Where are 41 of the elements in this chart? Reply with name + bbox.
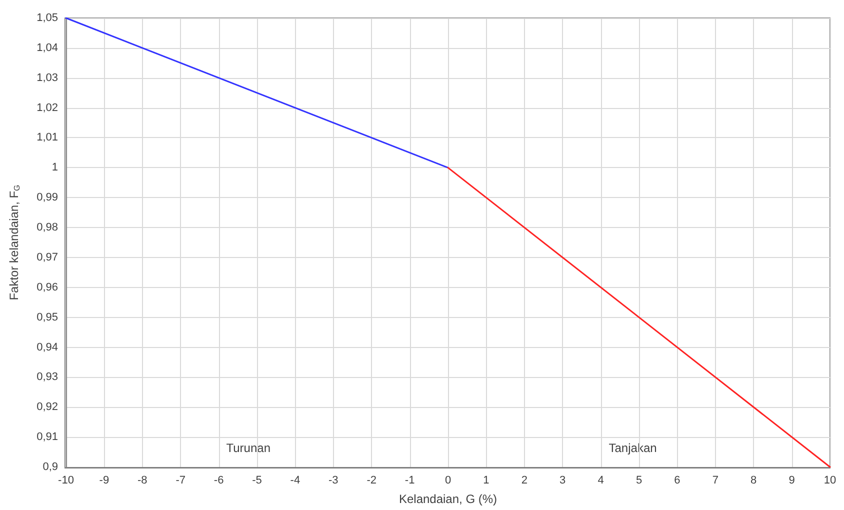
y-tick-label: 0,95 [36,311,58,324]
x-tick-label: 10 [824,474,836,486]
x-tick-label: 3 [560,474,566,486]
annotation: Turunan [226,441,270,455]
x-tick-label: 5 [636,474,642,486]
y-tick-label: 1,04 [36,42,58,54]
x-tick-label: -2 [366,474,376,486]
x-tick-label: -5 [252,474,262,486]
y-tick-label: 0,97 [36,251,58,264]
x-tick-label: -9 [99,474,110,486]
y-tick-label: 0,91 [36,431,58,444]
y-tick-label: 0,94 [36,341,58,354]
y-tick-label: 1,01 [36,132,58,144]
x-axis-title: Kelandaian, G (%) [398,492,498,506]
y-tick-label: 0,96 [36,281,58,294]
x-tick-label: -1 [404,474,415,486]
x-tick-label: -4 [290,474,300,486]
x-tick-label: 6 [674,474,680,486]
annotation: Tanjakan [608,441,657,455]
y-tick-label: 0,99 [36,192,58,204]
x-tick-label: -8 [138,474,148,486]
x-tick-label: 1 [483,474,490,486]
y-tick-label: 1 [52,162,58,174]
y-axis-title: Faktor kelandaian, FG [7,184,22,300]
y-tick-label: 0,98 [36,222,58,234]
y-tick-label: 1,03 [36,72,58,84]
x-tick-label: -6 [214,474,224,486]
y-tick-label: 0,9 [42,461,58,473]
x-tick-label: 2 [521,474,528,486]
x-tick-label: 9 [788,474,795,486]
x-tick-label: 8 [750,474,757,486]
y-tick-label: 0,93 [36,371,58,384]
y-tick-label: 0,92 [36,401,58,414]
x-tick-label: -3 [328,474,338,486]
y-tick-label: 1,05 [36,12,58,24]
y-tick-label: 1,02 [36,102,58,114]
x-tick-label: -10 [58,474,74,486]
x-tick-label: 4 [598,474,604,486]
x-tick-label: -7 [176,474,186,486]
x-tick-label: 0 [444,474,452,486]
x-tick-label: 7 [712,474,718,486]
